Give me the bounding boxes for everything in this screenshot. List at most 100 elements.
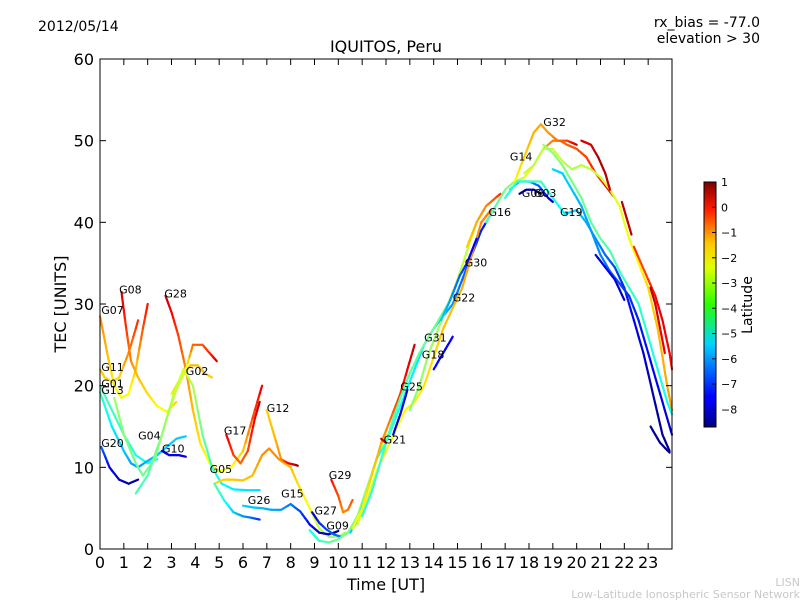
series-segment: [246, 425, 252, 436]
satellite-label-g04: G04: [138, 430, 161, 443]
series-segment: [664, 335, 669, 346]
series-segment: [651, 351, 657, 363]
series-segment: [134, 319, 140, 330]
x-tick-label: 5: [214, 553, 224, 572]
series-segment: [383, 440, 388, 444]
series-segment: [658, 423, 664, 436]
series-segment: [411, 368, 416, 377]
series-g32: [513, 123, 578, 183]
series-segment: [380, 449, 385, 461]
series-segment: [656, 368, 662, 379]
series-a3: [551, 168, 674, 436]
series-segment: [363, 486, 368, 496]
x-tick-label: 20: [566, 553, 586, 572]
series-segment: [658, 392, 664, 404]
series-segment: [107, 402, 114, 412]
x-tick-label: 8: [286, 553, 296, 572]
series-segment: [181, 351, 186, 363]
x-tick-label: 6: [238, 553, 248, 572]
series-segment: [172, 400, 178, 406]
x-tick-label: 15: [447, 553, 467, 572]
series-segment: [647, 286, 652, 299]
series-segment: [193, 417, 198, 428]
series-segment: [365, 491, 371, 502]
satellite-label-g29: G29: [329, 469, 352, 482]
series-segment: [132, 327, 137, 338]
series-segment: [580, 196, 585, 206]
series-segment: [392, 417, 397, 426]
series-segment: [131, 455, 137, 465]
series-segment: [361, 493, 366, 504]
series-segment: [201, 433, 206, 444]
series-segment: [299, 488, 305, 497]
series-segment: [368, 474, 373, 485]
series-segment: [435, 341, 440, 351]
satellite-label-g06: G06: [522, 187, 545, 200]
series-segment: [637, 335, 643, 346]
series-a8: [649, 286, 666, 355]
series-segment: [305, 500, 311, 510]
series-segment: [639, 343, 645, 355]
series-segment: [620, 293, 626, 301]
series-segment: [666, 343, 671, 355]
satellite-label-g25: G25: [400, 381, 423, 394]
date-label: 2012/05/14: [38, 19, 119, 35]
series-segment: [625, 294, 631, 306]
series-segment: [573, 142, 578, 146]
series-segment: [113, 415, 120, 424]
series-segment: [119, 443, 125, 453]
series-segment: [197, 433, 202, 444]
series-segment: [663, 392, 669, 404]
series-segment: [656, 384, 662, 395]
colorbar-tick-label: −6: [721, 353, 737, 366]
colorbar-label: Latitude: [740, 276, 756, 334]
series-segment: [382, 441, 388, 453]
series-segment: [663, 327, 668, 338]
series-g03: [518, 188, 543, 195]
series-g28: [164, 294, 264, 473]
satellite-label-g30: G30: [465, 256, 488, 269]
series-segment: [377, 458, 383, 469]
series-segment: [116, 437, 123, 446]
series-g25: [351, 343, 416, 530]
series-segment: [377, 441, 383, 453]
satellite-label-g22: G22: [453, 292, 476, 305]
series-segment: [635, 327, 640, 338]
x-axis-label: Time [UT]: [346, 575, 425, 594]
series-segment: [166, 402, 172, 416]
series-segment: [102, 333, 107, 345]
series-g05: [134, 368, 261, 495]
series-segment: [666, 445, 671, 453]
series-segment: [373, 474, 378, 485]
satellite-label-g13: G13: [101, 384, 124, 397]
series-segment: [296, 482, 302, 491]
series-segment: [394, 404, 399, 414]
series-segment: [454, 280, 459, 289]
series-a9: [649, 425, 671, 454]
x-tick-label: 9: [309, 553, 319, 572]
x-tick-label: 17: [495, 553, 515, 572]
series-segment: [487, 209, 492, 215]
series-a7: [594, 253, 626, 301]
series-segment: [642, 351, 647, 365]
series-segment: [582, 211, 588, 220]
series-segment: [116, 421, 123, 430]
series-a12: [380, 437, 388, 444]
series-segment: [249, 417, 254, 428]
series-segment: [104, 342, 109, 355]
series-segment: [179, 343, 184, 355]
series-segment: [241, 441, 247, 453]
series-segment: [199, 421, 204, 436]
series-segment: [392, 411, 397, 421]
series-segment: [209, 375, 214, 379]
series-segment: [206, 449, 211, 461]
y-tick-label: 60: [74, 50, 94, 69]
colorbar-tick-label: 1: [721, 176, 728, 189]
series-segment: [387, 417, 392, 426]
x-tick-label: 19: [543, 553, 563, 572]
colorbar-tick-label: −3: [721, 277, 737, 290]
series-segment: [123, 318, 128, 330]
series-segment: [425, 370, 430, 380]
series-segment: [373, 458, 378, 469]
